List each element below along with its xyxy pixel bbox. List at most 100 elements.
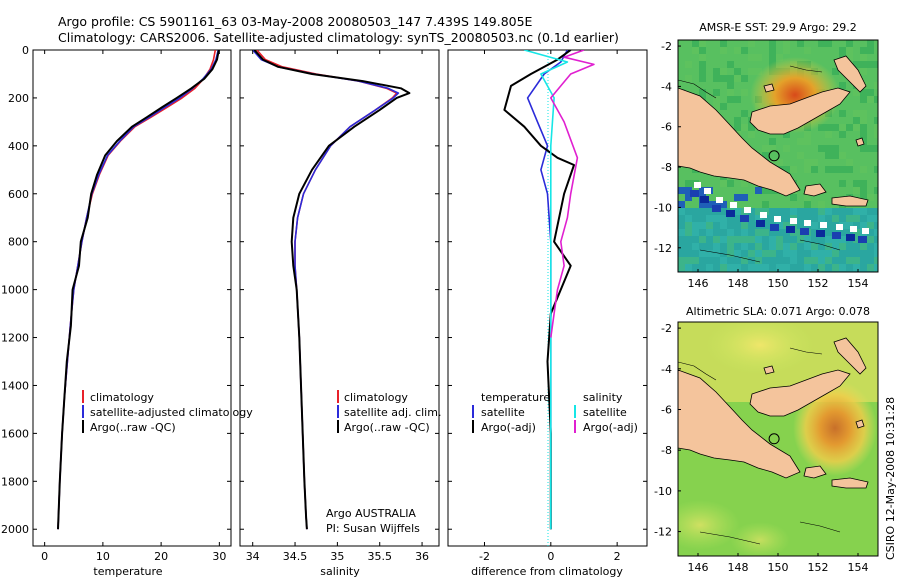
- sst-pixel: [734, 96, 741, 103]
- sst-pixel: [783, 40, 790, 47]
- sst-pixel: [756, 220, 765, 227]
- sst-pixel: [825, 215, 832, 222]
- y-tick-label: 400: [8, 140, 29, 153]
- x-tick-label: 20: [154, 550, 168, 563]
- x-tick-label: 36: [415, 550, 429, 563]
- sst-pixel: [825, 222, 832, 229]
- sst-pixel: [860, 61, 867, 68]
- sst-pixel: [755, 229, 762, 236]
- sst-pixel: [769, 47, 776, 54]
- sst-pixel: [818, 243, 825, 250]
- sst-pixel: [818, 201, 825, 208]
- sst-pixel: [860, 222, 867, 229]
- sst-pixel: [678, 236, 685, 243]
- sst-pixel: [811, 236, 818, 243]
- salinity-panel: 34 34.5 35 35.5 36 salinity climatology sate…: [239, 49, 441, 578]
- sst-pixel: [860, 68, 867, 75]
- sst-pixel: [832, 145, 839, 152]
- sst-pixel: [762, 145, 769, 152]
- sst-pixel: [853, 257, 860, 264]
- sst-pixel: [734, 75, 741, 82]
- sst-pixel: [706, 208, 713, 215]
- sst-pixel: [727, 236, 734, 243]
- sst-pixel: [720, 201, 727, 208]
- sst-pixel: [804, 264, 811, 271]
- sst-pixel: [853, 124, 860, 131]
- sst-pixel: [748, 257, 755, 264]
- sst-pixel: [811, 159, 818, 166]
- sst-pixel: [786, 226, 795, 233]
- sst-pixel: [811, 229, 818, 236]
- sst-pixel: [762, 257, 769, 264]
- sst-pixel: [804, 215, 811, 222]
- sst-pixel: [699, 243, 706, 250]
- sst-pixel: [783, 236, 790, 243]
- y-tick-label: 1400: [1, 379, 29, 392]
- x-tick-label: 2: [614, 550, 621, 563]
- sst-pixel: [804, 243, 811, 250]
- sst-pixel: [776, 243, 783, 250]
- sst-pixel: [699, 187, 706, 194]
- sst-map-title: AMSR-E SST: 29.9 Argo: 29.2: [699, 21, 857, 34]
- sst-pixel: [783, 215, 790, 222]
- sst-pixel: [797, 257, 804, 264]
- sst-pixel: [734, 117, 741, 124]
- sst-pixel: [678, 264, 685, 271]
- coastline: [799, 521, 841, 533]
- sst-pixel: [850, 226, 857, 232]
- sst-pixel: [713, 89, 720, 96]
- x-tick-label: 34: [246, 550, 260, 563]
- sst-pixel: [699, 222, 706, 229]
- sst-pixel: [818, 250, 825, 257]
- salinity-xlabel: salinity: [320, 565, 360, 578]
- sst-pixel: [846, 166, 853, 173]
- sst-pixel: [804, 47, 811, 54]
- sst-pixel: [699, 257, 706, 264]
- sst-pixel: [867, 96, 874, 103]
- sst-pixel: [816, 230, 825, 237]
- sst-pixel: [741, 47, 748, 54]
- sst-pixel: [685, 264, 692, 271]
- sst-pixel: [832, 264, 839, 271]
- sst-pixel: [804, 166, 811, 173]
- sst-pixel: [769, 208, 776, 215]
- sst-pixel: [720, 47, 727, 54]
- difference-panel: -2 0 2 difference from climatology tempera…: [447, 49, 648, 578]
- sst-pixel: [727, 257, 734, 264]
- sst-pixel: [741, 124, 748, 131]
- sst-pixel: [727, 180, 734, 187]
- sst-pixel: [825, 131, 832, 138]
- sst-pixel: [860, 145, 867, 152]
- sst-pixel: [685, 187, 692, 194]
- sst-pixel: [755, 54, 762, 61]
- sla-map: Altimetric SLA: 0.071 Argo: 0.078 146 148…: [654, 305, 879, 574]
- sst-pixel: [860, 110, 867, 117]
- sst-pixel: [874, 208, 878, 215]
- temperature-xlabel: temperature: [93, 565, 162, 578]
- y-tick-label: 1600: [1, 427, 29, 440]
- sst-pixel: [874, 264, 878, 271]
- sst-pixel: [678, 215, 685, 222]
- sst-pixel: [811, 166, 818, 173]
- difference-axes-box: [447, 49, 648, 547]
- sst-pixel: [741, 75, 748, 82]
- sst-pixel: [699, 250, 706, 257]
- sst-pixel: [832, 236, 839, 243]
- sst-pixel: [685, 208, 692, 215]
- map-x-tick-label: 150: [768, 277, 789, 290]
- sst-pixel: [853, 110, 860, 117]
- sst-pixel: [713, 75, 720, 82]
- sst-pixel: [734, 68, 741, 75]
- sst-pixel: [713, 96, 720, 103]
- sst-pixel: [860, 194, 867, 201]
- sst-pixel: [706, 257, 713, 264]
- sst-pixel: [685, 222, 692, 229]
- sst-pixel: [853, 61, 860, 68]
- sst-pixel: [818, 145, 825, 152]
- sst-pixel: [846, 222, 853, 229]
- land-mass: [831, 195, 869, 207]
- sst-pixel: [846, 257, 853, 264]
- sst-pixel: [762, 215, 769, 222]
- sst-pixel: [825, 264, 832, 271]
- sst-pixel: [678, 243, 685, 250]
